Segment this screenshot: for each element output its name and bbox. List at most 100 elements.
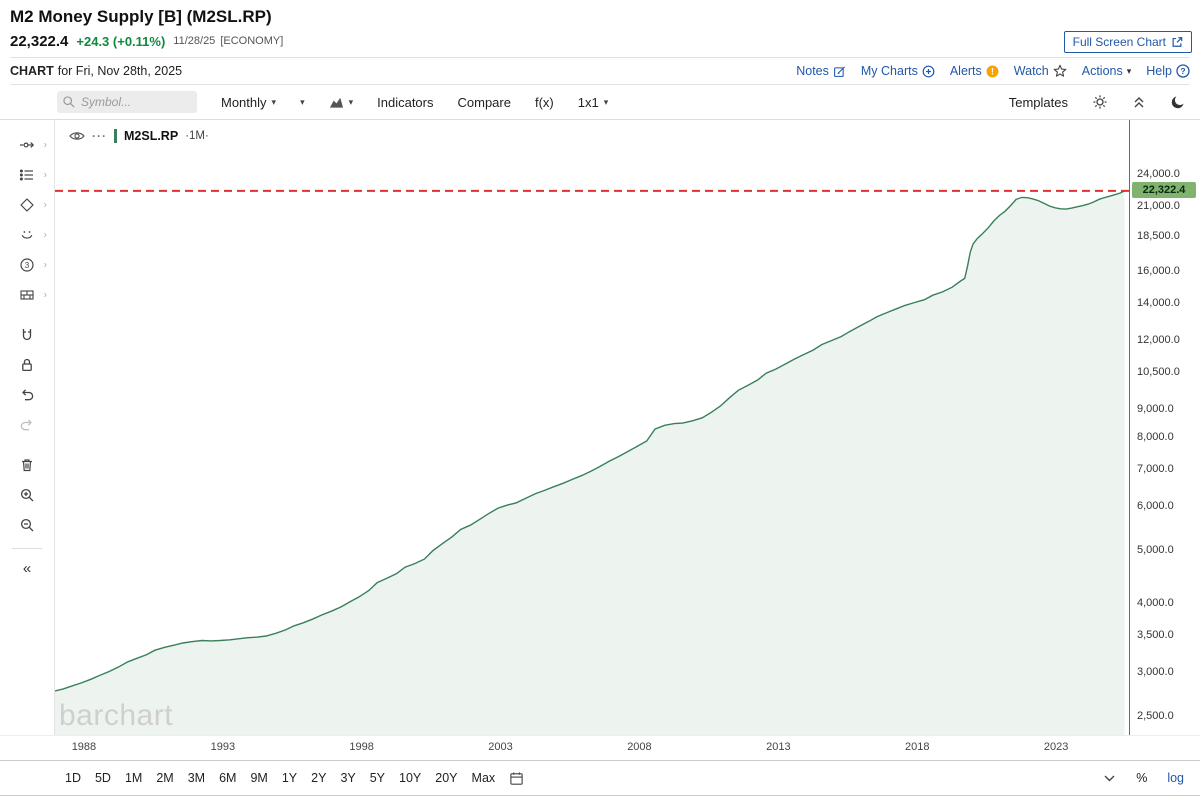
zoom-out-tool[interactable] [5, 510, 49, 540]
zoom-in-icon [20, 488, 34, 502]
zoom-in-tool[interactable] [5, 480, 49, 510]
period-max[interactable]: Max [471, 771, 496, 785]
x-axis[interactable]: 1988 1993 1998 2003 2008 2013 2018 2023 [55, 736, 1130, 760]
y-axis-label: 9,000.0 [1137, 402, 1174, 415]
period-5d[interactable]: 5D [94, 771, 111, 785]
circled-three-icon: 3 [20, 258, 34, 272]
caret-down-icon: ▾ [271, 96, 277, 107]
star-icon [1053, 64, 1067, 77]
period-10y[interactable]: 10Y [399, 771, 422, 785]
grid-layout-label: 1x1 [577, 94, 599, 110]
symbol-search-input[interactable] [81, 95, 189, 109]
y-axis-label: 12,000.0 [1137, 333, 1180, 346]
period-1d[interactable]: 1D [65, 771, 81, 785]
compare-button[interactable]: Compare [457, 94, 511, 110]
chart-main: › › › › [0, 120, 1200, 736]
custom-date-range-button[interactable] [509, 771, 524, 786]
alert-badge-icon: ! [986, 65, 999, 77]
eye-visibility-icon[interactable] [69, 129, 85, 143]
y-axis-label: 10,500.0 [1137, 365, 1180, 378]
x-axis-label: 1993 [210, 741, 236, 753]
period-5y[interactable]: 5Y [369, 771, 386, 785]
header: M2 Money Supply [B] (M2SL.RP) 22,322.4 +… [0, 0, 1200, 85]
help-icon: ? [1176, 64, 1190, 78]
period-9m[interactable]: 9M [250, 771, 268, 785]
chart-label: CHART [10, 64, 54, 78]
x-axis-label: 2018 [905, 741, 930, 753]
undo-button[interactable] [5, 380, 49, 410]
period-2y[interactable]: 2Y [311, 771, 327, 785]
moon-icon [1171, 96, 1184, 109]
help-link[interactable]: Help ? [1146, 64, 1190, 78]
svg-text:!: ! [991, 66, 994, 76]
dark-mode-toggle[interactable] [1170, 94, 1186, 110]
chart-type-dropdown[interactable]: ▾ [329, 95, 353, 109]
period-buttons: 1D 5D 1M 2M 3M 6M 9M 1Y 2Y 3Y 5Y 10Y 20Y… [65, 771, 524, 786]
chart-date-heading: CHART for Fri, Nov 28th, 2025 [10, 64, 182, 78]
search-icon [63, 96, 75, 108]
collapse-panel-button[interactable]: « [5, 553, 49, 583]
last-price-axis-label: 22,322.4 [1132, 181, 1196, 198]
price-chart-svg [55, 120, 1130, 735]
percent-scale-button[interactable]: % [1136, 771, 1148, 785]
y-axis-label: 3,000.0 [1137, 666, 1174, 679]
period-3y[interactable]: 3Y [340, 771, 356, 785]
notes-link[interactable]: Notes [796, 64, 846, 78]
y-axis-label: 7,000.0 [1137, 463, 1174, 476]
settings-button[interactable] [1092, 94, 1108, 110]
submenu-arrow-icon: › [43, 199, 47, 211]
calendar-icon [510, 771, 523, 785]
emoji-tool[interactable]: › [5, 220, 49, 250]
full-screen-chart-button[interactable]: Full Screen Chart [1063, 31, 1192, 53]
templates-button[interactable]: Templates [1008, 94, 1068, 110]
y-axis-label: 2,500.0 [1137, 710, 1174, 722]
submenu-arrow-icon: › [43, 289, 47, 301]
symbol-search[interactable] [57, 91, 197, 113]
log-scale-button[interactable]: log [1167, 771, 1184, 785]
chart-date-text: for Fri, Nov 28th, 2025 [57, 64, 183, 78]
period-6m[interactable]: 6M [219, 771, 237, 785]
price-change: +24.3 (+0.11%) [76, 33, 166, 49]
lock-tool[interactable] [5, 350, 49, 380]
trendline-tool[interactable]: › [5, 130, 49, 160]
barchart-watermark: barchart [59, 699, 174, 732]
external-link-icon [1172, 37, 1183, 47]
period-3m[interactable]: 3M [187, 771, 206, 785]
grid-layout-dropdown[interactable]: 1x1 ▾ [578, 95, 609, 110]
period-2m[interactable]: 2M [156, 771, 174, 785]
quote-category: [ECONOMY] [220, 35, 284, 47]
fibonacci-tool[interactable]: 3 › [5, 250, 49, 280]
magnet-tool[interactable] [5, 320, 49, 350]
help-link-label: Help [1146, 64, 1172, 78]
diamond-shape-icon [20, 198, 34, 212]
period-20y[interactable]: 20Y [435, 771, 458, 785]
style-dropdown[interactable]: ▾ [300, 97, 305, 108]
collapse-toolbar-button[interactable] [1132, 95, 1146, 110]
page-title: M2 Money Supply [B] (M2SL.RP) [10, 7, 272, 26]
actions-dropdown[interactable]: Actions ▾ [1082, 64, 1132, 78]
period-1m[interactable]: 1M [124, 771, 143, 785]
x-axis-label: 1988 [71, 741, 97, 753]
legend-symbol: M2SL.RP [124, 129, 179, 143]
fx-button[interactable]: f(x) [534, 94, 554, 110]
alerts-link-label: Alerts [949, 64, 982, 78]
shapes-tool[interactable]: › [5, 190, 49, 220]
trash-icon [22, 459, 32, 472]
period-1y[interactable]: 1Y [281, 771, 298, 785]
chart-plot-area[interactable]: ··· M2SL.RP ·1M· barchart [55, 120, 1130, 735]
y-axis[interactable]: 22,322.4 24,000.0 21,000.0 18,500.0 16,000.… [1130, 120, 1200, 735]
pattern-tool[interactable]: › [5, 280, 49, 310]
watch-link[interactable]: Watch [1014, 64, 1067, 78]
my-charts-link[interactable]: My Charts [861, 64, 935, 78]
indicators-button[interactable]: Indicators [377, 94, 434, 110]
period-toolbar: 1D 5D 1M 2M 3M 6M 9M 1Y 2Y 3Y 5Y 10Y 20Y… [0, 760, 1200, 796]
y-axis-label: 21,000.0 [1137, 199, 1180, 212]
delete-tool[interactable] [5, 450, 49, 480]
x-axis-label: 2008 [627, 741, 652, 753]
expand-panel-button[interactable] [1103, 774, 1116, 783]
legend-options-dots[interactable]: ··· [92, 129, 107, 143]
annotation-tool[interactable]: › [5, 160, 49, 190]
redo-button[interactable] [5, 410, 49, 440]
frequency-dropdown[interactable]: Monthly ▾ [221, 95, 276, 110]
alerts-link[interactable]: Alerts ! [950, 64, 999, 78]
